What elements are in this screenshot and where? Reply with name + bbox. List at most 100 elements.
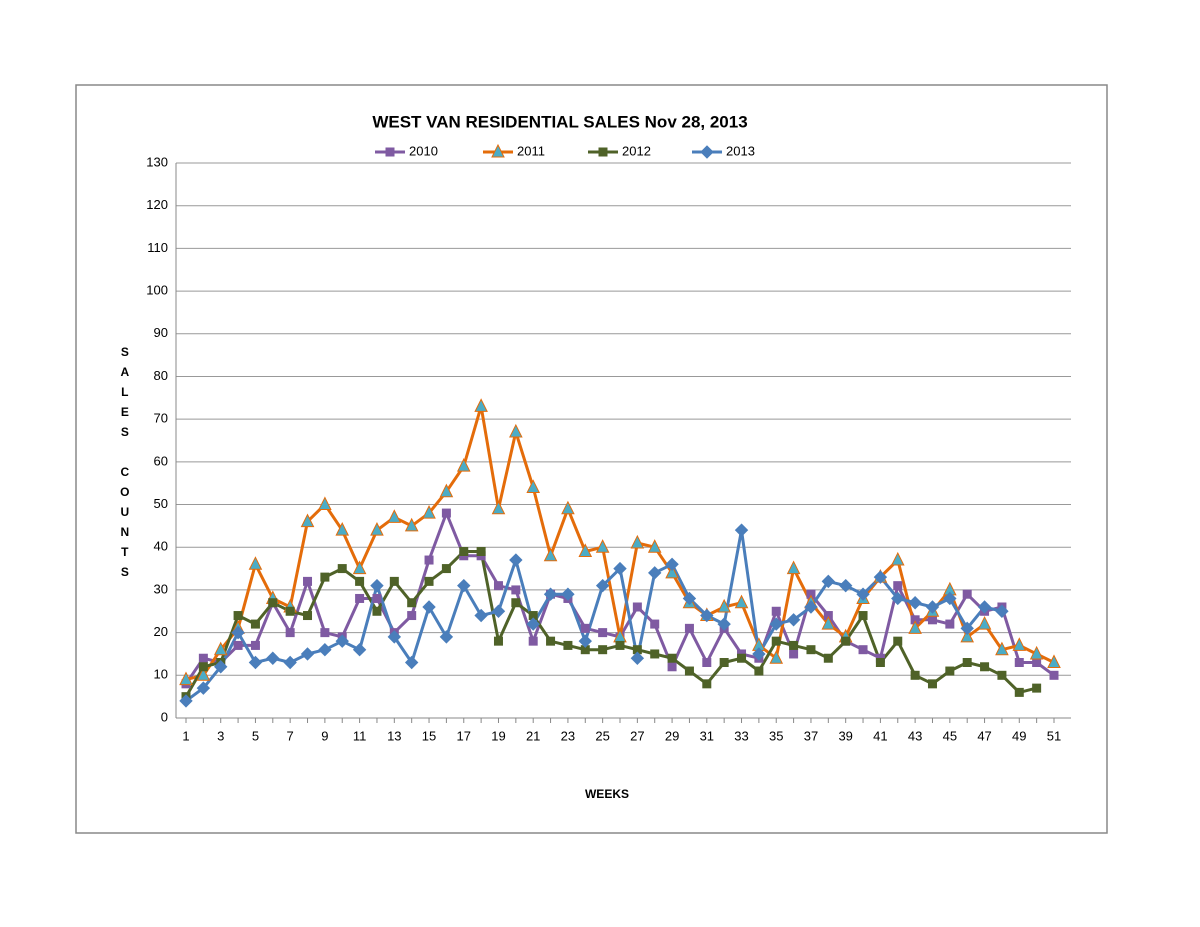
legend-label: 2011 <box>517 143 545 158</box>
marker <box>945 619 955 629</box>
marker <box>702 658 712 667</box>
marker <box>717 617 731 631</box>
marker <box>318 642 332 657</box>
marker <box>196 681 211 695</box>
marker <box>684 666 694 676</box>
x-tick-label: 43 <box>908 728 922 743</box>
chart-border <box>75 84 1108 834</box>
marker <box>943 591 957 606</box>
marker <box>441 508 451 518</box>
y-tick-label: 110 <box>147 240 168 255</box>
marker <box>456 457 471 472</box>
marker <box>580 623 590 633</box>
legend-label: 2010 <box>409 143 438 158</box>
marker <box>908 620 922 634</box>
y-tick-label: 90 <box>154 325 168 340</box>
marker <box>511 585 521 595</box>
marker <box>632 602 642 612</box>
marker <box>320 572 330 582</box>
marker <box>630 651 645 665</box>
marker <box>630 534 645 549</box>
marker <box>214 660 228 674</box>
marker <box>266 651 280 665</box>
marker <box>1014 687 1024 697</box>
marker <box>858 645 868 655</box>
marker <box>509 423 523 438</box>
marker <box>977 615 992 630</box>
x-tick-label: 35 <box>769 728 783 743</box>
marker <box>1029 645 1044 660</box>
marker <box>667 662 677 672</box>
marker <box>476 547 486 556</box>
marker <box>439 630 454 644</box>
marker <box>598 645 608 655</box>
marker <box>285 606 295 616</box>
marker <box>789 649 799 659</box>
marker <box>598 628 608 638</box>
marker <box>875 658 885 667</box>
y-tick-label: 40 <box>154 539 168 554</box>
marker <box>823 653 833 663</box>
marker <box>945 666 955 676</box>
marker <box>734 523 749 537</box>
marker <box>546 636 556 646</box>
marker <box>960 621 974 636</box>
marker <box>786 613 801 627</box>
x-tick-label: 41 <box>873 728 887 743</box>
marker <box>806 645 816 655</box>
marker <box>303 611 313 621</box>
marker <box>893 581 903 591</box>
marker <box>283 655 297 670</box>
marker <box>422 504 436 519</box>
y-tick-label: 60 <box>154 453 168 468</box>
y-tick-label: 50 <box>154 496 168 511</box>
marker <box>771 606 781 616</box>
y-tick-label: 20 <box>154 624 168 639</box>
marker <box>700 145 714 159</box>
marker <box>424 555 434 565</box>
marker <box>491 143 505 158</box>
marker <box>491 604 506 618</box>
marker <box>441 564 451 574</box>
marker <box>543 587 558 601</box>
marker <box>179 694 193 708</box>
marker <box>1049 670 1059 680</box>
marker <box>647 539 662 553</box>
y-tick-label: 100 <box>146 283 168 298</box>
marker <box>198 653 208 663</box>
marker <box>908 596 922 610</box>
marker <box>977 600 992 614</box>
marker <box>196 667 211 681</box>
marker <box>995 604 1009 618</box>
marker <box>873 570 888 584</box>
y-tick-label: 120 <box>146 197 168 212</box>
marker <box>754 666 764 676</box>
marker <box>370 522 384 536</box>
marker <box>213 641 228 656</box>
x-tick-label: 25 <box>595 728 609 743</box>
marker <box>995 641 1009 656</box>
marker <box>893 636 903 646</box>
marker <box>595 578 610 593</box>
marker <box>231 625 245 640</box>
x-tick-label: 45 <box>943 728 957 743</box>
marker <box>179 671 193 686</box>
marker <box>318 496 332 511</box>
x-tick-label: 29 <box>665 728 679 743</box>
x-tick-label: 11 <box>353 728 367 743</box>
marker <box>838 578 853 593</box>
marker <box>769 650 784 664</box>
marker <box>891 591 905 606</box>
marker <box>563 640 573 650</box>
marker <box>233 611 243 621</box>
x-tick-label: 7 <box>287 728 294 743</box>
marker <box>250 619 260 629</box>
marker <box>509 553 523 567</box>
legend-label: 2012 <box>622 143 651 158</box>
marker <box>613 561 627 576</box>
y-tick-label: 0 <box>161 709 168 724</box>
marker <box>650 649 660 659</box>
x-tick-label: 31 <box>700 728 714 743</box>
marker <box>248 655 263 670</box>
